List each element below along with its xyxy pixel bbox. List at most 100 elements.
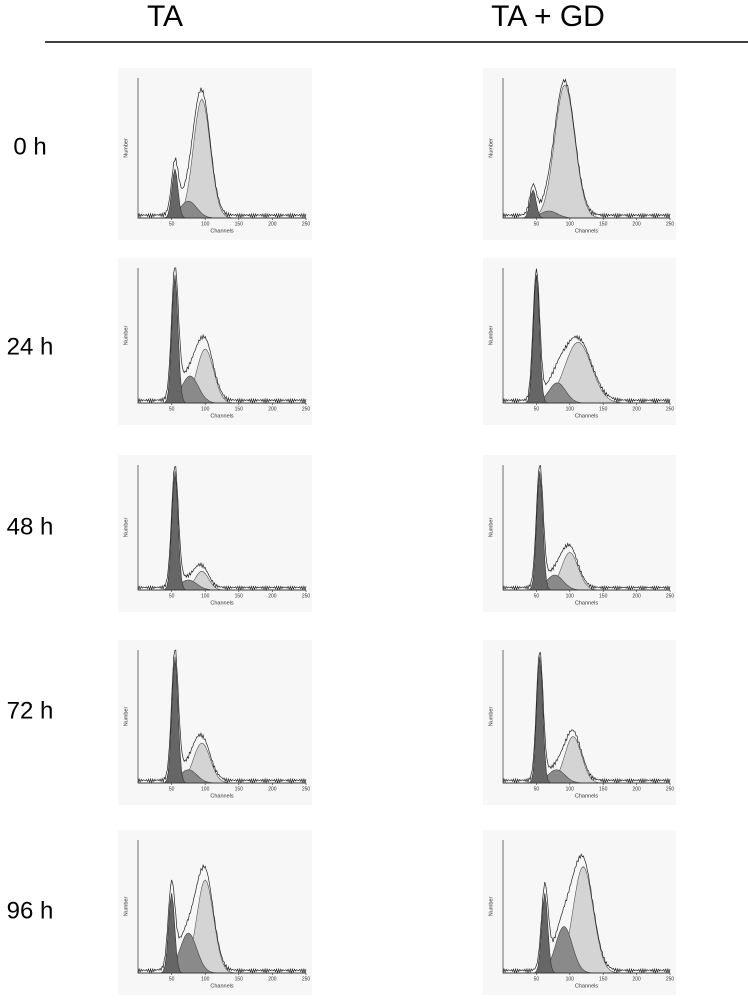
y-axis-label: Number [488,707,494,727]
y-axis-label: Number [123,707,129,727]
y-axis-label: Number [488,897,494,917]
axes [137,840,306,974]
x-tick-label: 50 [534,221,540,227]
x-axis-label: Channels [210,983,233,989]
x-tick-label: 50 [169,221,175,227]
histogram-panel: 50 100 150 200 250 Channels Number [118,68,312,240]
histogram-panel: 50 100 150 200 250 Channels Number [483,455,676,612]
panel-bg [118,455,312,612]
x-tick-label: 150 [599,406,608,412]
x-tick-label: 100 [201,976,210,982]
fit-outline [502,268,671,405]
x-tick-label: 50 [169,786,175,792]
x-tick-label: 250 [666,593,675,599]
y-axis-label: Number [488,518,494,538]
histogram-panel: 50 100 150 200 250 Channels Number [483,640,676,805]
x-tick-label: 50 [534,406,540,412]
x-tick-label: 200 [632,221,641,227]
x-tick-label: 200 [268,406,277,412]
x-tick-label: 100 [566,786,575,792]
x-tick-label: 50 [534,976,540,982]
axes [502,268,670,404]
x-tick-label: 200 [632,976,641,982]
x-tick-label: 200 [268,786,277,792]
x-tick-label: 250 [302,976,311,982]
fit-outline [502,853,671,975]
row-label: 24 h [7,333,54,360]
axes [502,840,670,974]
x-tick-label: 50 [169,406,175,412]
fit-outline [137,267,307,405]
y-axis-label: Number [123,897,129,917]
x-tick-label: 200 [268,593,277,599]
x-tick-label: 200 [632,786,641,792]
x-tick-label: 250 [666,976,675,982]
fit-outline [137,863,307,975]
x-tick-label: 200 [632,406,641,412]
histogram-panel: 50 100 150 200 250 Channels Number [118,455,312,612]
axes [137,78,306,219]
fit-outline [502,78,671,220]
x-axis-label: Channels [575,600,598,606]
fit-outline [137,466,307,592]
x-tick-label: 200 [632,593,641,599]
histogram-panel: 50 100 150 200 250 Channels Number [483,258,676,425]
x-tick-label: 150 [235,786,244,792]
x-tick-label: 250 [302,406,311,412]
x-tick-label: 100 [201,593,210,599]
histogram-panel: 50 100 150 200 250 Channels Number [118,830,312,995]
x-tick-label: 250 [666,221,675,227]
histogram-panel: 50 100 150 200 250 Channels Number [118,258,312,425]
x-tick-label: 100 [566,593,575,599]
histogram-panel: 50 100 150 200 250 Channels Number [483,830,676,995]
x-tick-label: 250 [302,593,311,599]
x-tick-label: 50 [534,786,540,792]
axes [137,650,306,784]
x-tick-label: 200 [268,221,277,227]
x-tick-label: 150 [235,221,244,227]
x-tick-label: 250 [302,221,311,227]
x-axis-label: Channels [575,983,598,989]
x-tick-label: 100 [566,221,575,227]
column-header: TA + GD [491,0,605,33]
x-tick-label: 150 [599,786,608,792]
x-tick-label: 100 [201,786,210,792]
x-axis-label: Channels [210,413,233,419]
x-tick-label: 250 [302,786,311,792]
x-tick-label: 100 [201,221,210,227]
fit-outline [137,649,307,785]
y-axis-label: Number [488,138,494,158]
x-tick-label: 250 [666,406,675,412]
y-axis-label: Number [123,518,129,538]
x-tick-label: 150 [599,221,608,227]
row-label: 48 h [7,513,54,540]
histogram-panel: 50 100 150 200 250 Channels Number [483,68,676,240]
x-tick-label: 150 [235,593,244,599]
y-axis-label: Number [123,326,129,346]
axes [137,268,306,404]
x-axis-label: Channels [210,228,233,234]
axes [502,650,670,784]
x-tick-label: 50 [534,593,540,599]
fit-outline [502,465,671,592]
x-tick-label: 150 [235,406,244,412]
row-label: 72 h [7,697,54,724]
x-tick-label: 100 [201,406,210,412]
row-label: 96 h [7,897,54,924]
histogram-panel: 50 100 150 200 250 Channels Number [118,640,312,805]
x-tick-label: 50 [169,593,175,599]
x-tick-label: 50 [169,976,175,982]
axes [502,78,670,219]
fit-outline [502,652,671,785]
x-tick-label: 150 [599,976,608,982]
x-tick-label: 150 [599,593,608,599]
fit-outline [137,87,307,220]
x-axis-label: Channels [210,793,233,799]
x-tick-label: 250 [666,786,675,792]
x-axis-label: Channels [210,600,233,606]
x-axis-label: Channels [575,793,598,799]
x-tick-label: 100 [566,976,575,982]
y-axis-label: Number [488,326,494,346]
x-axis-label: Channels [575,413,598,419]
